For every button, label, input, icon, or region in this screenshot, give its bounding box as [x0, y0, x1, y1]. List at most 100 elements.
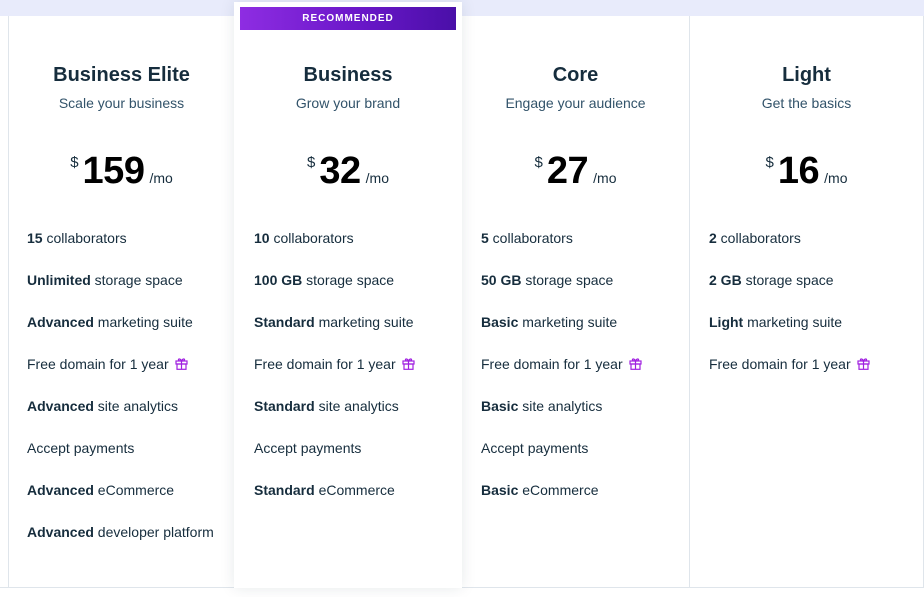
feature-list: 10 collaborators 100 GB storage space Stan…	[254, 229, 450, 523]
feature-highlight: Unlimited	[27, 272, 91, 288]
feature-text: storage space	[521, 272, 614, 288]
feature-highlight: Basic	[481, 482, 519, 498]
feature-text: collaborators	[488, 230, 573, 246]
feature-item: Standard eCommerce	[254, 481, 450, 523]
feature-highlight: Standard	[254, 482, 315, 498]
feature-list: 2 collaborators 2 GB storage space Light m…	[709, 229, 911, 397]
feature-text: Free domain for 1 year	[27, 356, 169, 372]
price-amount: 159	[82, 150, 145, 192]
feature-item: 15 collaborators	[27, 229, 222, 271]
plan-tagline: Engage your audience	[505, 95, 646, 111]
feature-highlight: Standard	[254, 314, 315, 330]
plan-card-core[interactable]: Core Engage your audience $ 27 /mo 5 col…	[462, 16, 690, 588]
plan-name: Core	[552, 64, 599, 86]
feature-text: collaborators	[716, 230, 801, 246]
feature-text: storage space	[90, 272, 183, 288]
feature-text: Accept payments	[481, 440, 589, 456]
price-currency: $	[765, 154, 774, 171]
gift-icon[interactable]	[629, 356, 642, 370]
feature-list: 5 collaborators 50 GB storage space Basic …	[481, 229, 677, 523]
feature-text: marketing suite	[314, 314, 414, 330]
plan-name: Business	[303, 64, 393, 86]
plan-card-light[interactable]: Light Get the basics $ 16 /mo 2 collabor…	[690, 16, 924, 588]
feature-item: Accept payments	[481, 439, 677, 481]
feature-text: eCommerce	[518, 482, 599, 498]
gift-icon[interactable]	[857, 356, 870, 370]
feature-item: Light marketing suite	[709, 313, 911, 355]
plan-name: Business Elite	[53, 64, 190, 86]
gift-icon[interactable]	[402, 356, 415, 370]
price-period: /mo	[149, 170, 173, 186]
feature-highlight: Advanced	[27, 398, 94, 414]
feature-item: Advanced site analytics	[27, 397, 222, 439]
feature-highlight: 50 GB	[481, 272, 522, 288]
feature-item: Basic site analytics	[481, 397, 677, 439]
plan-tagline: Scale your business	[58, 95, 185, 111]
bottom-border	[0, 587, 924, 588]
price-currency: $	[307, 154, 316, 171]
feature-highlight: Advanced	[27, 524, 94, 540]
feature-text: Accept payments	[254, 440, 362, 456]
feature-item: Free domain for 1 year	[481, 355, 677, 397]
feature-text: site analytics	[314, 398, 399, 414]
feature-text: storage space	[741, 272, 834, 288]
feature-highlight: 2 GB	[709, 272, 742, 288]
plan-tagline: Get the basics	[761, 95, 852, 111]
feature-item: Free domain for 1 year	[709, 355, 911, 397]
feature-item: Accept payments	[27, 439, 222, 481]
price-amount: 32	[319, 150, 361, 192]
recommended-badge: RECOMMENDED	[240, 7, 456, 30]
price-currency: $	[70, 154, 79, 171]
feature-text: site analytics	[518, 398, 603, 414]
feature-highlight: 5	[481, 230, 489, 246]
feature-text: marketing suite	[93, 314, 193, 330]
feature-text: eCommerce	[93, 482, 175, 498]
feature-highlight: Advanced	[27, 482, 94, 498]
feature-text: Free domain for 1 year	[254, 356, 396, 372]
plan-name: Light	[782, 64, 831, 86]
feature-highlight: Standard	[254, 398, 315, 414]
price-amount: 27	[546, 150, 589, 192]
feature-highlight: 10	[254, 230, 270, 246]
feature-list: 15 collaborators Unlimited storage space A…	[27, 229, 222, 565]
feature-highlight: 15	[27, 230, 43, 246]
gift-icon[interactable]	[175, 356, 188, 370]
feature-item: 50 GB storage space	[481, 271, 677, 313]
plan-price: $ 16 /mo	[690, 150, 923, 192]
feature-text: collaborators	[42, 230, 127, 246]
feature-item: Advanced developer platform	[27, 523, 222, 565]
feature-item: Standard site analytics	[254, 397, 450, 439]
feature-item: Free domain for 1 year	[27, 355, 222, 397]
feature-item: Basic eCommerce	[481, 481, 677, 523]
plan-tagline: Grow your brand	[295, 95, 401, 111]
feature-text: Free domain for 1 year	[709, 356, 851, 372]
plan-price: $ 27 /mo	[462, 150, 689, 192]
feature-highlight: Basic	[481, 398, 519, 414]
plan-price: $ 32 /mo	[234, 150, 462, 192]
plan-card-business-elite[interactable]: Business Elite Scale your business $ 159…	[8, 16, 234, 588]
price-period: /mo	[365, 170, 389, 186]
feature-item: 2 GB storage space	[709, 271, 911, 313]
feature-highlight: Basic	[481, 314, 519, 330]
price-amount: 16	[777, 150, 820, 192]
feature-item: Basic marketing suite	[481, 313, 677, 355]
feature-text: site analytics	[93, 398, 178, 414]
feature-item: 5 collaborators	[481, 229, 677, 271]
feature-item: Advanced marketing suite	[27, 313, 222, 355]
feature-item: 10 collaborators	[254, 229, 450, 271]
feature-item: 100 GB storage space	[254, 271, 450, 313]
top-band	[0, 0, 924, 16]
price-period: /mo	[824, 170, 848, 186]
feature-highlight: 100 GB	[254, 272, 303, 288]
plan-price: $ 159 /mo	[9, 150, 234, 192]
plan-card-business[interactable]: RECOMMENDED Business Grow your brand $ 3…	[234, 2, 462, 588]
price-currency: $	[534, 154, 543, 171]
feature-highlight: Light	[709, 314, 744, 330]
feature-text: Accept payments	[27, 440, 135, 456]
feature-text: marketing suite	[743, 314, 843, 330]
feature-item: Standard marketing suite	[254, 313, 450, 355]
feature-item: Advanced eCommerce	[27, 481, 222, 523]
feature-text: eCommerce	[314, 482, 395, 498]
feature-text: collaborators	[269, 230, 354, 246]
feature-text: storage space	[302, 272, 395, 288]
